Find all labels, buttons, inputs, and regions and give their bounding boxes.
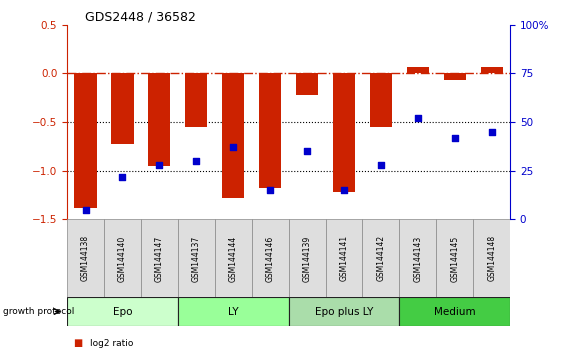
Bar (473, 219, 510, 297)
Bar (215, 219, 252, 297)
Text: log2 ratio: log2 ratio (90, 339, 134, 348)
Bar (289, 219, 325, 297)
Bar (296, 73, 318, 95)
Bar (67, 219, 104, 297)
Bar (399, 219, 436, 297)
Bar (325, 219, 363, 297)
Bar (407, 67, 429, 73)
Point (265, 187, 275, 193)
Bar (141, 219, 178, 297)
Bar (333, 73, 355, 192)
Text: Epo plus LY: Epo plus LY (315, 307, 373, 316)
Point (450, 135, 459, 141)
Text: Medium: Medium (434, 307, 476, 316)
Bar (67, 297, 178, 326)
Bar (259, 73, 281, 188)
Point (192, 158, 201, 164)
Bar (399, 297, 510, 326)
Text: GSM144139: GSM144139 (303, 235, 311, 281)
Point (81, 207, 90, 212)
Bar (222, 73, 244, 198)
Text: GSM144146: GSM144146 (266, 235, 275, 281)
Bar (75, 73, 97, 208)
Text: LY: LY (228, 307, 238, 316)
Point (376, 162, 385, 168)
Point (339, 187, 349, 193)
Text: GDS2448 / 36582: GDS2448 / 36582 (85, 11, 196, 24)
Point (413, 115, 423, 121)
Bar (363, 219, 399, 297)
Bar (436, 219, 473, 297)
Text: growth protocol: growth protocol (3, 307, 74, 316)
Point (303, 149, 312, 154)
Bar (185, 73, 208, 127)
Bar (178, 297, 289, 326)
Bar (289, 297, 399, 326)
Bar (480, 67, 503, 73)
Text: GSM144143: GSM144143 (413, 235, 422, 281)
Text: GSM144147: GSM144147 (155, 235, 164, 281)
Text: GSM144142: GSM144142 (377, 235, 385, 281)
Point (154, 162, 164, 168)
Text: GSM144145: GSM144145 (450, 235, 459, 281)
Text: GSM144144: GSM144144 (229, 235, 238, 281)
Text: GSM144138: GSM144138 (81, 235, 90, 281)
Bar (148, 73, 170, 166)
Text: Epo: Epo (113, 307, 132, 316)
Text: GSM144141: GSM144141 (339, 235, 349, 281)
Bar (444, 73, 466, 80)
Point (229, 144, 238, 150)
Point (487, 129, 496, 135)
Bar (370, 73, 392, 127)
Bar (178, 219, 215, 297)
Text: GSM144148: GSM144148 (487, 235, 496, 281)
Bar (104, 219, 141, 297)
Text: ■: ■ (73, 338, 82, 348)
Text: GSM144140: GSM144140 (118, 235, 127, 281)
Point (118, 174, 127, 179)
Bar (111, 73, 134, 143)
Bar (252, 219, 289, 297)
Text: GSM144137: GSM144137 (192, 235, 201, 281)
